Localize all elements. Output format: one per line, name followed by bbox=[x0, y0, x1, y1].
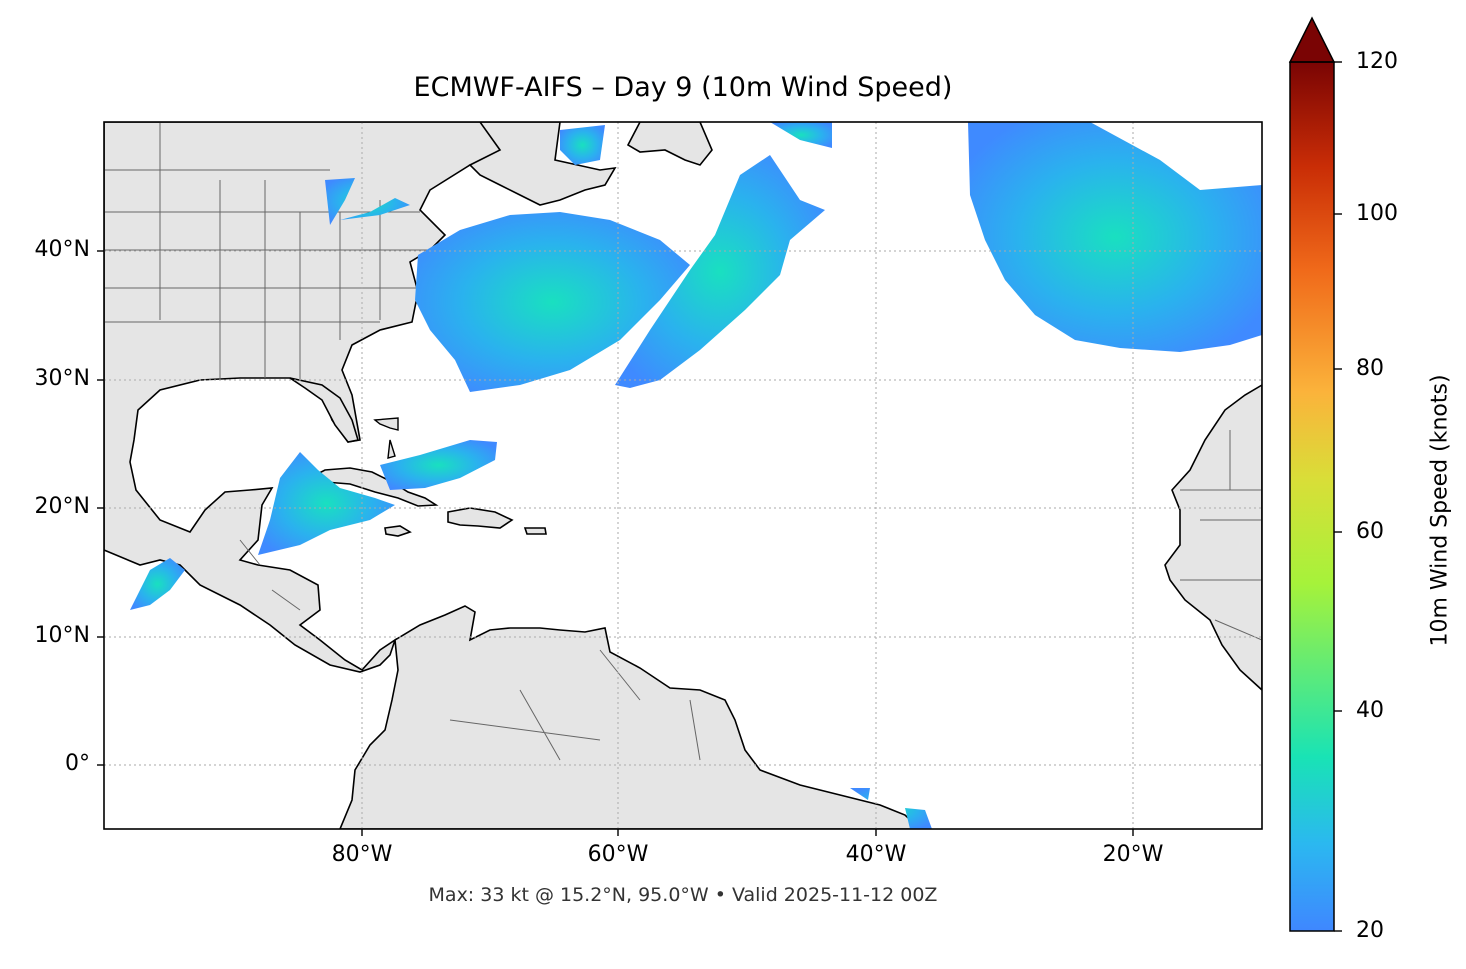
graticule bbox=[104, 122, 1262, 829]
wind-area-caribbean bbox=[258, 452, 395, 555]
lat-tick-30n: 30°N bbox=[34, 366, 90, 391]
colorbar-tick-80: 80 bbox=[1356, 356, 1384, 381]
lat-tick-10n: 10°N bbox=[34, 623, 90, 648]
colorbar bbox=[1288, 16, 1342, 932]
colorbar-label: 10m Wind Speed (knots) bbox=[1427, 374, 1453, 647]
lat-tick-40n: 40°N bbox=[34, 237, 90, 262]
colorbar-tick-60: 60 bbox=[1356, 519, 1384, 544]
land-florida bbox=[289, 377, 360, 443]
lon-tick-20w: 20°W bbox=[1102, 842, 1164, 867]
colorbar-tick-20: 20 bbox=[1356, 918, 1384, 943]
land-africa bbox=[1164, 384, 1262, 692]
wind-area-gulf-tehuantepec bbox=[130, 558, 185, 610]
land-hispaniola bbox=[447, 507, 514, 529]
wind-area-nw-atlantic bbox=[415, 212, 690, 392]
wind-area-bahamas bbox=[380, 440, 497, 490]
land-newfoundland bbox=[626, 122, 713, 166]
land-north-america bbox=[104, 122, 522, 673]
state-borders bbox=[104, 122, 1262, 761]
wind-area-gulf-st-lawrence bbox=[770, 122, 832, 148]
land-bahamas bbox=[373, 417, 399, 459]
axis-ticks bbox=[97, 250, 1134, 836]
lon-tick-80w: 80°W bbox=[331, 842, 393, 867]
land-cuba bbox=[297, 467, 439, 507]
map-area bbox=[104, 122, 1262, 829]
land-puerto-rico bbox=[523, 527, 547, 535]
wind-speed-field bbox=[130, 122, 1262, 829]
max-wind-caption: Max: 33 kt @ 15.2°N, 95.0°W • Valid 2025… bbox=[428, 884, 938, 906]
colorbar-tick-40: 40 bbox=[1356, 698, 1384, 723]
land-south-america bbox=[339, 605, 922, 829]
lon-tick-60w: 60°W bbox=[587, 842, 649, 867]
lon-tick-40w: 40°W bbox=[845, 842, 907, 867]
colorbar-extend-arrow bbox=[1288, 16, 1336, 63]
wind-area-south-atlantic bbox=[850, 788, 932, 829]
wind-area-east-atlantic bbox=[968, 122, 1262, 352]
land-atlantic-canada bbox=[468, 122, 617, 206]
colorbar-tick-100: 100 bbox=[1356, 201, 1398, 226]
wind-area-labrador bbox=[560, 125, 605, 165]
wind-area-great-lakes bbox=[325, 178, 410, 225]
lat-tick-20n: 20°N bbox=[34, 494, 90, 519]
wind-area-central-atlantic bbox=[615, 155, 825, 388]
colorbar-tick-120: 120 bbox=[1356, 49, 1398, 74]
land-jamaica bbox=[384, 525, 412, 537]
map-frame bbox=[103, 121, 1263, 830]
lat-tick-0: 0° bbox=[65, 751, 90, 776]
map-title: ECMWF-AIFS – Day 9 (10m Wind Speed) bbox=[413, 72, 953, 103]
